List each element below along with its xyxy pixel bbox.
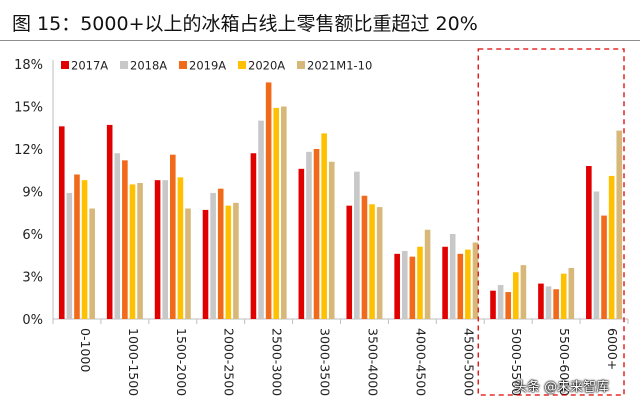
y-tick-label: 6% (22, 228, 43, 243)
legend-label: 2021M1-10 (307, 59, 372, 73)
bar-2017A-1500-2000 (154, 180, 161, 319)
bar-2021M1-10-0-1000 (89, 208, 95, 319)
chart-title: 图 15：5000+以上的冰箱占线上零售额比重超过 20% (12, 13, 478, 35)
bar-2017A-3500-4000 (346, 205, 353, 319)
x-tick-label: 6000+ (605, 328, 620, 370)
bar-2020A-5500-6000 (560, 273, 567, 319)
bar-2019A-4500-5000 (457, 253, 464, 319)
bar-2021M1-10-2000-2500 (233, 202, 239, 319)
x-tick-label: 5500-6000 (557, 328, 572, 396)
bar-2018A-0-1000 (66, 192, 73, 319)
bar-2019A-2000-2500 (217, 188, 224, 319)
x-tick-label: 1000-1500 (126, 328, 141, 396)
bar-2018A-2500-3000 (258, 120, 264, 319)
x-tick-label: 4500-5000 (461, 328, 476, 396)
bar-2021M1-10-1500-2000 (185, 208, 191, 319)
y-tick-label: 12% (14, 143, 43, 158)
bar-2021M1-10-6000+ (616, 130, 623, 319)
legend-label: 2018A (130, 59, 167, 73)
bar-2021M1-10-2500-3000 (281, 106, 287, 319)
bar-2019A-4000-4500 (409, 256, 416, 319)
bar-2020A-4500-5000 (465, 249, 471, 319)
bar-2020A-3500-4000 (369, 204, 375, 319)
bar-2018A-1500-2000 (162, 180, 168, 319)
bar-2017A-1000-1500 (106, 124, 113, 319)
bar-2021M1-10-4000-4500 (424, 229, 431, 319)
legend-swatch-2020A (238, 61, 246, 69)
bar-2020A-2000-2500 (225, 205, 232, 319)
bar-2018A-5000-5500 (497, 285, 504, 319)
bar-2017A-0-1000 (58, 126, 65, 319)
bar-2019A-3000-3500 (313, 149, 320, 319)
bar-2019A-1000-1500 (122, 160, 128, 319)
bar-2019A-1500-2000 (169, 154, 176, 319)
bar-2018A-4500-5000 (449, 234, 456, 319)
bar-2018A-3000-3500 (306, 151, 312, 319)
bar-2021M1-10-3000-3500 (328, 161, 335, 319)
bar-2021M1-10-5000-5500 (520, 265, 527, 319)
bar-2021M1-10-3500-4000 (376, 207, 383, 319)
bar-2019A-0-1000 (74, 174, 80, 319)
x-tick-label: 0-1000 (78, 328, 93, 372)
bar-2018A-2000-2500 (210, 192, 216, 319)
bar-2020A-4000-4500 (417, 246, 423, 319)
x-tick-label: 5000-5500 (509, 328, 524, 396)
y-tick-label: 18% (14, 58, 43, 73)
bar-2017A-2000-2500 (202, 209, 209, 319)
bar-2019A-5000-5500 (505, 292, 512, 319)
bar-2017A-6000+ (586, 166, 592, 319)
x-tick-label: 4000-4500 (413, 328, 428, 396)
y-tick-label: 9% (22, 186, 43, 201)
bar-2019A-5500-6000 (553, 289, 559, 319)
bar-2019A-6000+ (601, 215, 607, 319)
y-tick-label: 15% (14, 101, 43, 116)
bar-2021M1-10-5500-6000 (568, 268, 575, 319)
figure-title-bar: 图 15：5000+以上的冰箱占线上零售额比重超过 20% (0, 0, 640, 41)
bar-2020A-1500-2000 (177, 177, 184, 319)
bar-2020A-6000+ (608, 175, 615, 319)
legend-swatch-2021M1-10 (297, 61, 305, 69)
legend-swatch-2019A (179, 61, 187, 69)
bar-2017A-5500-6000 (538, 283, 544, 319)
bar-2020A-3000-3500 (321, 133, 327, 319)
bar-2017A-4000-4500 (394, 253, 400, 319)
bar-2020A-2500-3000 (273, 107, 280, 319)
bar-2017A-4500-5000 (442, 246, 448, 319)
legend-label: 2020A (248, 59, 285, 73)
x-tick-label: 2000-2500 (222, 328, 237, 396)
x-tick-label: 1500-2000 (174, 328, 189, 396)
legend-swatch-2018A (120, 61, 128, 69)
x-tick-label: 3500-4000 (365, 328, 380, 396)
bar-2019A-3500-4000 (361, 195, 368, 319)
bar-2018A-3500-4000 (354, 171, 360, 319)
bar-2017A-3000-3500 (298, 168, 305, 319)
bar-2017A-5000-5500 (490, 290, 496, 319)
bar-2020A-5000-5500 (513, 272, 519, 319)
x-tick-label: 2500-3000 (270, 328, 285, 396)
bar-2018A-4000-4500 (401, 251, 408, 319)
x-tick-label: 3000-3500 (318, 328, 333, 396)
bar-2018A-5500-6000 (545, 286, 552, 319)
legend-swatch-2017A (61, 61, 69, 69)
y-tick-label: 3% (22, 271, 43, 286)
watermark: 头条 @未来智库 (514, 380, 610, 395)
legend-label: 2019A (189, 59, 226, 73)
bar-2021M1-10-4500-5000 (472, 242, 479, 319)
bar-2018A-6000+ (593, 191, 600, 319)
bar-2020A-1000-1500 (129, 184, 136, 319)
bar-2021M1-10-1000-1500 (137, 183, 143, 319)
bar-2020A-0-1000 (81, 180, 88, 319)
bar-2017A-2500-3000 (250, 153, 257, 319)
legend-label: 2017A (71, 59, 108, 73)
y-tick-label: 0% (22, 313, 43, 328)
highlight-dashed-box (477, 48, 625, 396)
bar-2019A-2500-3000 (265, 82, 272, 319)
bar-2018A-1000-1500 (114, 153, 121, 319)
